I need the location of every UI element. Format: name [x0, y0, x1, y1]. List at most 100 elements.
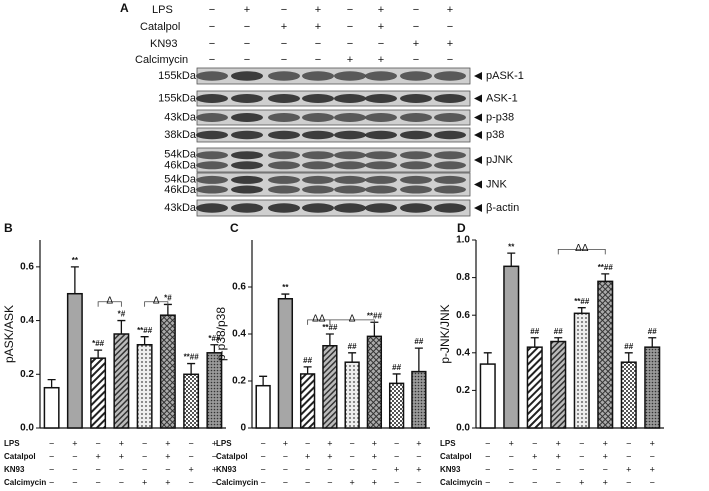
y-tick-label: 0.6 [456, 310, 470, 321]
blot-band [334, 161, 366, 170]
treatment-label: Calcimycin [4, 478, 46, 487]
y-axis-title: p-p38/p38 [214, 307, 228, 361]
blot-band [268, 130, 300, 140]
significance: *# [118, 310, 126, 319]
blot-band [268, 113, 300, 122]
bracket [144, 301, 169, 307]
blot-band [302, 130, 334, 140]
blot-band [302, 151, 334, 160]
y-tick-label: 0.4 [20, 315, 34, 326]
blot-band [196, 175, 228, 184]
bar [526, 346, 543, 429]
treatment-sign: + [327, 451, 332, 461]
treatment-label: KN93 [440, 465, 461, 474]
error-bar [624, 352, 633, 363]
treatment-sign: − [327, 477, 332, 487]
treatment-label: Catalpol [140, 21, 180, 33]
error-bar [117, 319, 126, 334]
treatment-sign: − [509, 477, 514, 487]
treatment-sign: − [244, 54, 250, 66]
treatment-sign: − [212, 477, 217, 487]
blot-arrow [474, 94, 482, 103]
treatment-sign: − [347, 38, 353, 50]
treatment-label: Catalpol [216, 452, 248, 461]
significance: **## [137, 326, 153, 335]
significance: ** [72, 256, 79, 265]
treatment-sign: − [556, 477, 561, 487]
treatment-sign: − [119, 464, 124, 474]
treatment-sign: − [347, 21, 353, 33]
treatment-sign: − [413, 4, 419, 16]
bar [411, 370, 427, 429]
error-bar [259, 375, 268, 386]
treatment-sign: + [372, 438, 377, 448]
treatment-sign: + [244, 4, 250, 16]
treatment-sign: − [305, 438, 310, 448]
error-bar [554, 337, 563, 342]
treatment-sign: + [626, 464, 631, 474]
blot-band [400, 203, 432, 213]
blot-protein: JNK [486, 178, 507, 190]
treatment-label: Calcimycin [135, 54, 188, 66]
bar [66, 292, 83, 429]
treatment-sign: + [378, 4, 384, 16]
blot-band [365, 113, 397, 122]
blot-band [196, 113, 228, 122]
blot-size: 155kDa [158, 92, 197, 104]
blot-band [365, 130, 397, 140]
y-axis-title: p-JNK/JNK [438, 304, 452, 363]
blot-arrow [474, 113, 482, 122]
treatment-sign: + [283, 438, 288, 448]
treatment-sign: − [579, 464, 584, 474]
treatment-sign: − [305, 477, 310, 487]
treatment-sign: − [209, 38, 215, 50]
treatment-sign: − [142, 451, 147, 461]
blot-band [268, 94, 300, 103]
treatment-sign: − [260, 438, 265, 448]
blot-band [231, 151, 263, 160]
treatment-sign: + [281, 21, 287, 33]
treatment-sign: − [349, 464, 354, 474]
treatment-sign: − [165, 464, 170, 474]
significance: ## [414, 337, 423, 346]
blot-band [231, 175, 263, 184]
blot-band [434, 185, 466, 194]
blot-band [400, 71, 432, 81]
treatment-sign: + [556, 451, 561, 461]
treatment-label: LPS [216, 439, 232, 448]
blot-size: 155kDa [158, 70, 197, 82]
bar [206, 352, 223, 429]
treatment-sign: − [49, 464, 54, 474]
treatment-sign: + [556, 438, 561, 448]
blot-band [434, 113, 466, 122]
bracket-label: Δ [106, 295, 113, 306]
significance: *# [164, 294, 172, 303]
significance: ** [508, 242, 515, 251]
treatment-sign: − [260, 477, 265, 487]
treatment-sign: + [372, 451, 377, 461]
bracket-label: ΔΔ [575, 243, 589, 254]
y-tick-label: 0.4 [232, 329, 246, 340]
treatment-sign: − [305, 464, 310, 474]
error-bar [325, 333, 334, 346]
bracket-label: Δ [349, 314, 356, 325]
blot-band [268, 203, 300, 213]
significance: ## [624, 342, 633, 351]
blot-band [196, 161, 228, 170]
treatment-sign: − [485, 464, 490, 474]
treatment-label: LPS [4, 439, 20, 448]
blot-arrow [474, 180, 482, 189]
blot-band [400, 185, 432, 194]
y-tick-label: 0 [240, 423, 246, 434]
treatment-sign: − [188, 451, 193, 461]
blot-size: 43kDa [164, 111, 197, 123]
treatment-sign: − [283, 477, 288, 487]
error-bar [483, 352, 492, 365]
treatment-sign: − [394, 451, 399, 461]
error-bar [530, 337, 539, 348]
treatment-sign: − [394, 477, 399, 487]
y-tick-label: 0.2 [456, 385, 470, 396]
y-tick-label: 0.6 [232, 282, 246, 293]
treatment-sign: + [142, 477, 147, 487]
